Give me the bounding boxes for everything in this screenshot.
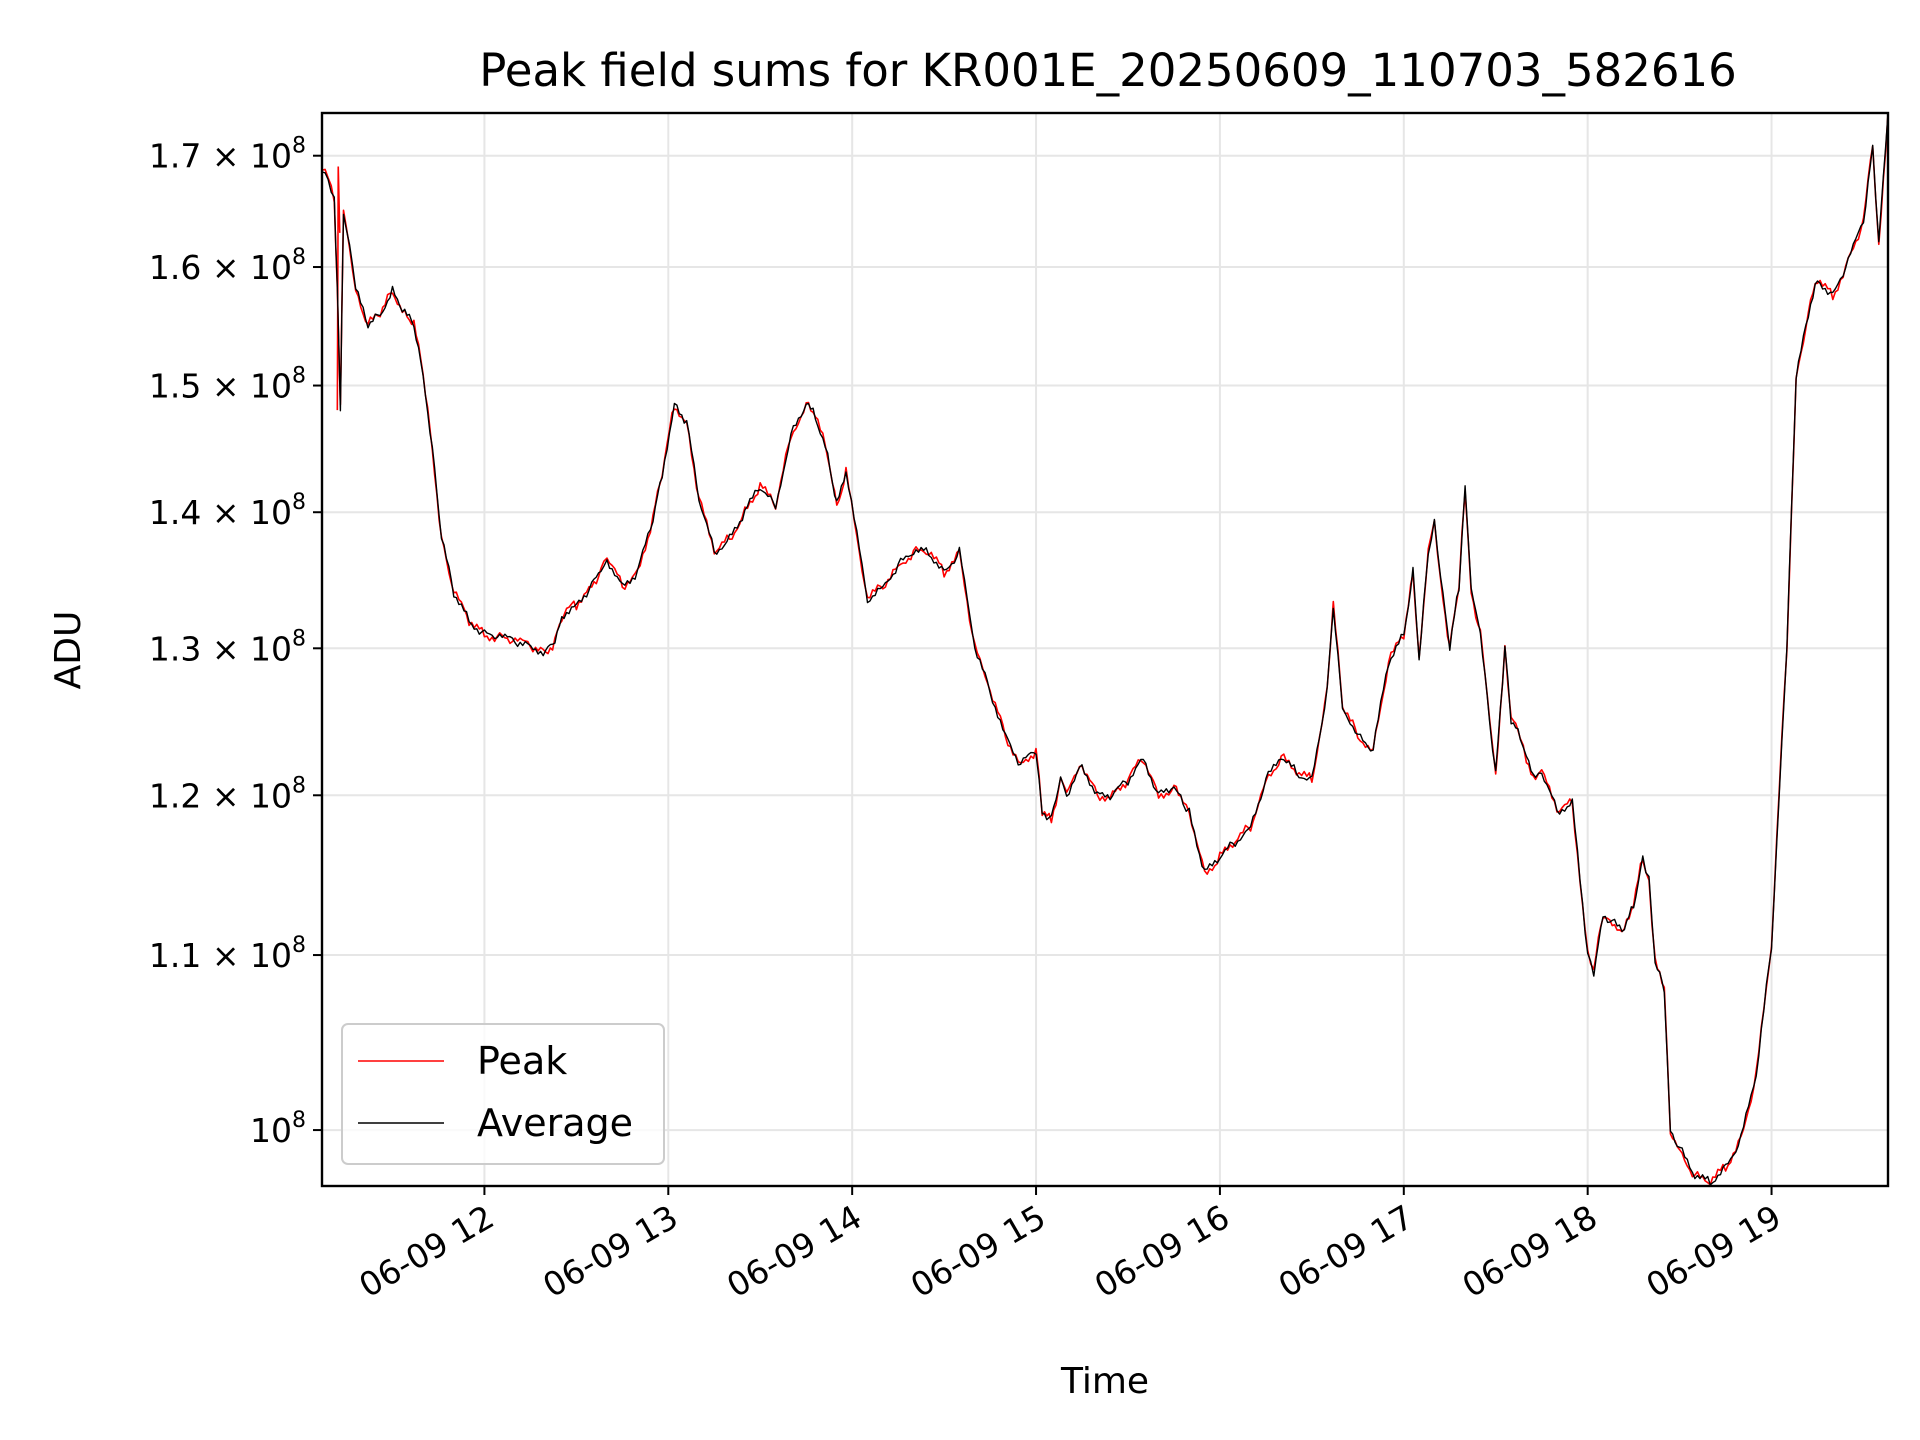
y-tick-label: 1.2 × 108: [149, 773, 306, 815]
series-layer: [321, 112, 1889, 1186]
x-tick-label: 06-09 16: [1088, 1197, 1236, 1305]
x-axis: 06-09 12 06-09 13 06-09 14 06-09 15 06-09 16…: [352, 1186, 1788, 1305]
x-tick-label: 06-09 12: [352, 1197, 500, 1305]
x-tick-label: 06-09 19: [1640, 1197, 1788, 1305]
y-tick-label: 1.3 × 108: [149, 626, 306, 668]
legend: Peak Average: [341, 1023, 665, 1165]
y-tick-label: 1.6 × 108: [149, 245, 306, 287]
y-tick-label: 108: [250, 1108, 306, 1150]
y-tick-label: 1.7 × 108: [149, 134, 306, 176]
x-tick-label: 06-09 17: [1272, 1197, 1420, 1305]
y-tick-label: 1.5 × 108: [149, 364, 306, 406]
legend-box: [341, 1023, 665, 1165]
peak-spike: [336, 166, 341, 411]
plot-frame: [320, 111, 1890, 1188]
y-tick-label: 1.1 × 108: [149, 933, 306, 975]
x-tick-label: 06-09 13: [536, 1197, 684, 1305]
x-tick-label: 06-09 18: [1456, 1197, 1604, 1305]
gridlines: [322, 113, 1888, 1186]
chart-title: Peak field sums for KR001E_20250609_1107…: [479, 44, 1737, 97]
y-tick-label: 1.4 × 108: [149, 490, 306, 532]
x-axis-label: Time: [1060, 1361, 1149, 1402]
y-axis: 108 1.1 × 108 1.2 × 108 1.3 × 108 1.4 × 108 1…: [149, 134, 322, 1150]
legend-average-label: Average: [477, 1101, 633, 1145]
x-tick-label: 06-09 14: [720, 1197, 868, 1305]
y-axis-label: ADU: [48, 611, 89, 690]
x-tick-label: 06-09 15: [904, 1197, 1052, 1305]
legend-peak-label: Peak: [477, 1039, 567, 1083]
average-series-line: [321, 112, 1889, 1186]
